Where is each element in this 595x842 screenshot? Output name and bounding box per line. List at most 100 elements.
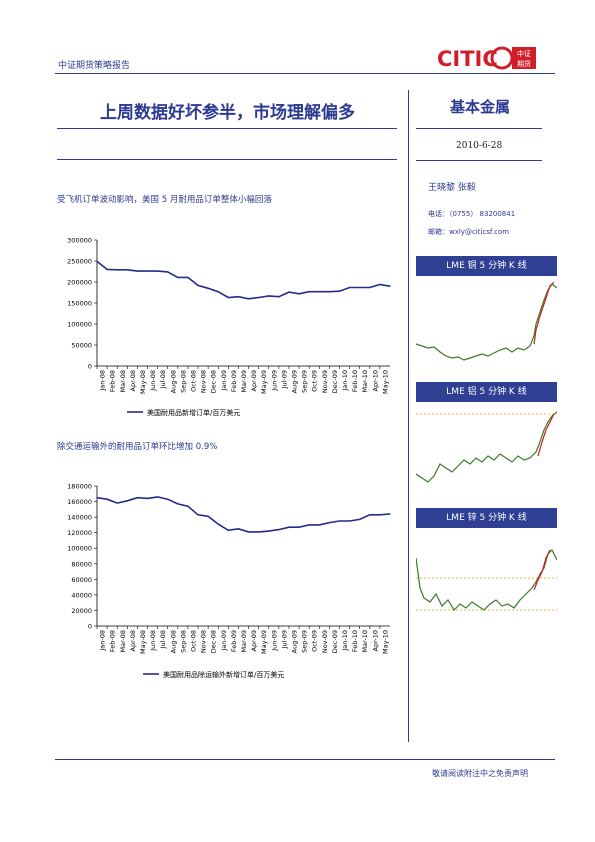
authors: 王晓黎 张毅: [428, 183, 476, 193]
data-point: [298, 293, 300, 295]
x-tick-label: Jun-09: [270, 630, 278, 652]
data-point: [227, 529, 229, 531]
data-point: [167, 498, 169, 500]
y-tick-label: 250000: [67, 258, 92, 266]
x-tick-label: Mar-09: [240, 630, 248, 652]
citic-logo: CITIC 中证 期货: [437, 46, 555, 71]
date-underline: [416, 160, 542, 161]
data-point: [338, 520, 341, 522]
page-title: 上周数据好坏参半，市场理解偏多: [100, 103, 355, 123]
data-point: [379, 514, 381, 516]
data-point: [369, 286, 371, 289]
x-tick-label: Apr-10: [371, 370, 379, 391]
logo-text: CITIC: [437, 47, 498, 70]
x-tick-label: Mar-08: [119, 630, 127, 652]
data-point: [207, 515, 209, 517]
data-point: [227, 296, 229, 299]
x-tick-label: May-10: [381, 630, 389, 654]
x-tick-label: Aug-09: [291, 630, 299, 653]
header-divider: [55, 73, 555, 74]
x-tick-label: Nov-08: [200, 370, 208, 393]
x-tick-label: Aug-08: [169, 370, 177, 393]
phone: 电话：（0755） 83200841: [428, 210, 516, 218]
y-tick-label: 100000: [67, 545, 92, 553]
legend-label: 美国耐用品新增订单/百万美元: [147, 408, 240, 417]
category-underline: [416, 128, 542, 129]
x-tick-label: Oct-08: [189, 630, 197, 652]
x-tick-label: Jan-10: [341, 370, 349, 392]
panel-title-copper: LME 铜 5 分钟 K 线: [416, 256, 557, 276]
data-point: [389, 285, 391, 287]
data-point: [288, 526, 290, 528]
y-tick-label: 60000: [71, 576, 92, 584]
data-point: [318, 524, 320, 526]
x-tick-label: Apr-09: [250, 370, 258, 391]
category-title: 基本金属: [450, 98, 511, 116]
x-tick-label: Nov-09: [321, 370, 329, 393]
column-divider: [408, 90, 409, 742]
x-tick-label: May-10: [381, 370, 389, 394]
x-tick-label: Apr-08: [129, 370, 137, 391]
kline-panel-zinc: LME 锌 5 分钟 K 线: [415, 508, 558, 632]
data-point: [298, 526, 300, 528]
x-tick-label: Jan-08: [99, 630, 107, 652]
x-tick-label: Oct-09: [311, 630, 319, 652]
data-point: [268, 295, 270, 297]
data-point: [136, 270, 139, 272]
x-tick-label: Dec-08: [210, 370, 218, 393]
y-tick-label: 150000: [67, 300, 92, 308]
data-point: [379, 283, 381, 286]
data-point: [136, 497, 139, 499]
logo-badge-line2: 期货: [517, 59, 531, 68]
data-point: [247, 531, 250, 533]
data-point: [106, 498, 108, 500]
y-tick-label: 0: [88, 363, 92, 371]
x-tick-label: Nov-08: [200, 630, 208, 653]
data-point: [187, 276, 189, 278]
y-tick-label: 0: [88, 623, 92, 631]
data-point: [187, 505, 189, 507]
kline-chart-aluminium: [415, 402, 558, 502]
email-link[interactable]: 邮箱：wxly@citicsf.com: [428, 228, 510, 236]
logo-badge-line1: 中证: [517, 49, 531, 58]
y-tick-label: 40000: [71, 591, 92, 599]
x-tick-label: Feb-08: [109, 630, 117, 652]
x-tick-label: Nov-09: [321, 630, 329, 653]
data-point: [126, 500, 128, 502]
x-tick-label: Jan-08: [99, 370, 107, 392]
logo-badge: [512, 47, 536, 69]
data-point: [359, 518, 361, 521]
panel-title-zinc: LME 锌 5 分钟 K 线: [416, 508, 557, 528]
x-tick-label: Mar-09: [240, 370, 248, 392]
data-point: [348, 520, 351, 522]
data-point: [288, 291, 290, 293]
data-point: [268, 530, 270, 532]
kline-panel-copper: LME 铜 5 分钟 K 线: [415, 256, 558, 380]
x-tick-label: Jan-10: [341, 630, 349, 652]
x-tick-label: Jun-08: [149, 370, 157, 392]
series-line: [96, 496, 391, 533]
legend-label: 美国耐用品除运输外新增订单/百万美元: [163, 670, 284, 679]
data-point: [247, 298, 250, 300]
x-tick-label: Mar-10: [361, 370, 369, 392]
series-line: [96, 260, 391, 300]
x-tick-label: May-09: [260, 630, 268, 654]
y-tick-label: 120000: [67, 529, 92, 537]
data-point: [217, 291, 219, 293]
data-point: [278, 296, 280, 298]
x-tick-label: Feb-09: [230, 370, 238, 392]
data-point: [157, 270, 159, 272]
data-point: [197, 514, 199, 516]
x-tick-label: May-08: [139, 630, 147, 654]
aluminium-kline-up-trace: [537, 413, 555, 457]
data-point: [328, 291, 330, 293]
data-point: [308, 291, 310, 293]
footer-divider: [55, 759, 555, 760]
chart1-durable-goods-orders: 0 50000 100000 150000 200000 250000 300000 Jan-…: [67, 237, 391, 417]
x-tick-label: Dec-09: [331, 630, 339, 653]
x-tick-label: Sep-08: [179, 370, 187, 393]
x-tick-label: Sep-09: [301, 630, 309, 653]
x-tick-label: Apr-09: [250, 630, 258, 651]
x-tick-label: Jan-09: [220, 630, 228, 652]
chart2-durable-goods-ex-transport: 0 20000 40000 60000 80000 100000 120000 140000 1…: [67, 483, 391, 679]
